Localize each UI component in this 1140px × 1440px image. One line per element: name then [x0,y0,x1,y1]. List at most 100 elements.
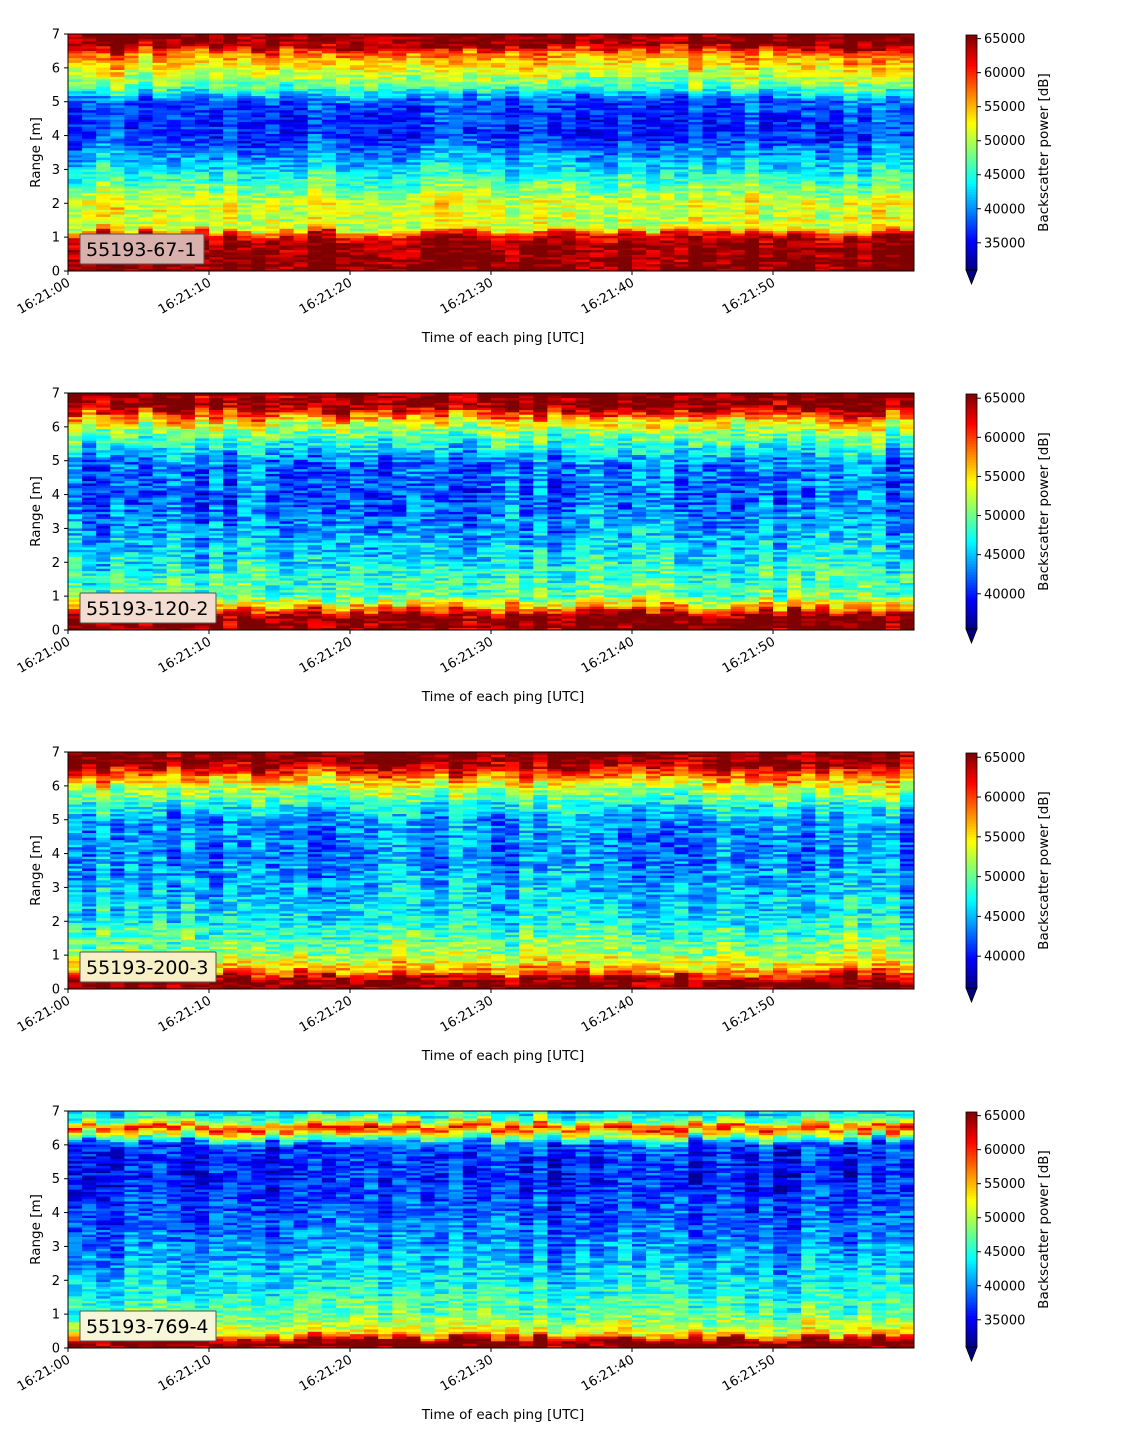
heatmap-cell [406,46,421,49]
heatmap-cell [491,41,506,44]
heatmap-cell [336,124,351,127]
heatmap-cell [139,153,154,156]
heatmap-cell [223,48,238,51]
heatmap-cell [68,181,83,184]
heatmap-cell [547,74,562,77]
heatmap-cell [477,51,492,54]
heatmap-cell [519,221,534,224]
heatmap-cell [378,58,393,61]
heatmap-cell [195,190,210,193]
heatmap-cell [421,122,436,125]
heatmap-cell [110,43,125,46]
heatmap-cell [547,245,562,248]
heatmap-cell [124,39,138,42]
heatmap-cell [237,105,252,108]
heatmap-cell [251,195,265,198]
heatmap-cell [463,155,478,158]
heatmap-cell [435,98,450,101]
heatmap-cell [350,72,365,75]
heatmap-cell [280,183,295,186]
heatmap-cell [505,171,519,174]
heatmap-cell [280,226,295,229]
heatmap-cell [336,112,351,115]
heatmap-cell [547,100,562,103]
heatmap-cell [562,162,577,165]
heatmap-cell [82,174,97,177]
heatmap-cell [153,171,168,174]
heatmap-cell [449,81,464,84]
heatmap-cell [576,238,591,241]
heatmap-cell [265,202,280,205]
heatmap-cell [96,89,111,92]
heatmap-cell [167,100,182,103]
heatmap-cell [294,193,309,196]
heatmap-cell [251,84,265,87]
heatmap-cell [392,231,407,234]
heatmap-cell [421,228,436,231]
heatmap-cell [378,200,393,203]
heatmap-cell [294,65,309,68]
heatmap-cell [435,81,450,84]
heatmap-cell [110,216,125,219]
heatmap-cell [336,117,351,120]
heatmap-cell [392,257,407,260]
heatmap-cell [195,157,210,160]
heatmap-cell [322,41,337,44]
heatmap-cell [280,93,295,96]
heatmap-cell [96,72,111,75]
heatmap-cell [350,247,365,250]
heatmap-cell [421,240,436,243]
heatmap-cell [604,226,619,229]
heatmap-cell [336,119,351,122]
heatmap-cell [519,205,534,208]
heatmap-cell [153,153,168,156]
heatmap-cell [181,231,196,234]
heatmap-cell [82,117,97,120]
heatmap-cell [251,91,265,94]
heatmap-cell [421,141,436,144]
heatmap-cell [364,231,379,234]
heatmap-cell [280,55,295,58]
heatmap-cell [294,250,309,253]
heatmap-cell [195,171,210,174]
heatmap-cell [167,231,182,234]
heatmap-cell [139,60,154,63]
heatmap-cell [350,141,365,144]
heatmap-cell [590,262,605,265]
heatmap-cell [223,264,238,267]
heatmap-cell [336,181,351,184]
heatmap-cell [491,153,506,156]
heatmap-cell [491,124,506,127]
heatmap-cell [421,65,436,68]
heatmap-cell [96,221,111,224]
heatmap-cell [519,193,534,196]
heatmap-cell [336,126,351,129]
heatmap-cell [251,247,265,250]
heatmap-cell [576,48,591,51]
heatmap-cell [604,228,619,231]
heatmap-cell [139,53,154,56]
heatmap-cell [392,70,407,73]
heatmap-cell [139,51,154,54]
heatmap-cell [153,209,168,212]
heatmap-cell [576,195,591,198]
heatmap-cell [519,100,534,103]
heatmap-cell [463,100,478,103]
heatmap-cell [280,119,295,122]
heatmap-cell [491,51,506,54]
heatmap-cell [336,70,351,73]
heatmap-cell [153,74,168,77]
heatmap-cell [378,245,393,248]
heatmap-cell [392,138,407,141]
heatmap-cell [68,126,83,129]
heatmap-cell [181,164,196,167]
heatmap-cell [181,216,196,219]
heatmap-cell [153,96,168,99]
heatmap-cell [590,60,605,63]
heatmap-cell [153,105,168,108]
heatmap-cell [336,153,351,156]
heatmap-cell [435,252,450,255]
heatmap-cell [153,89,168,92]
heatmap-cell [562,143,577,146]
heatmap-cell [519,98,534,101]
